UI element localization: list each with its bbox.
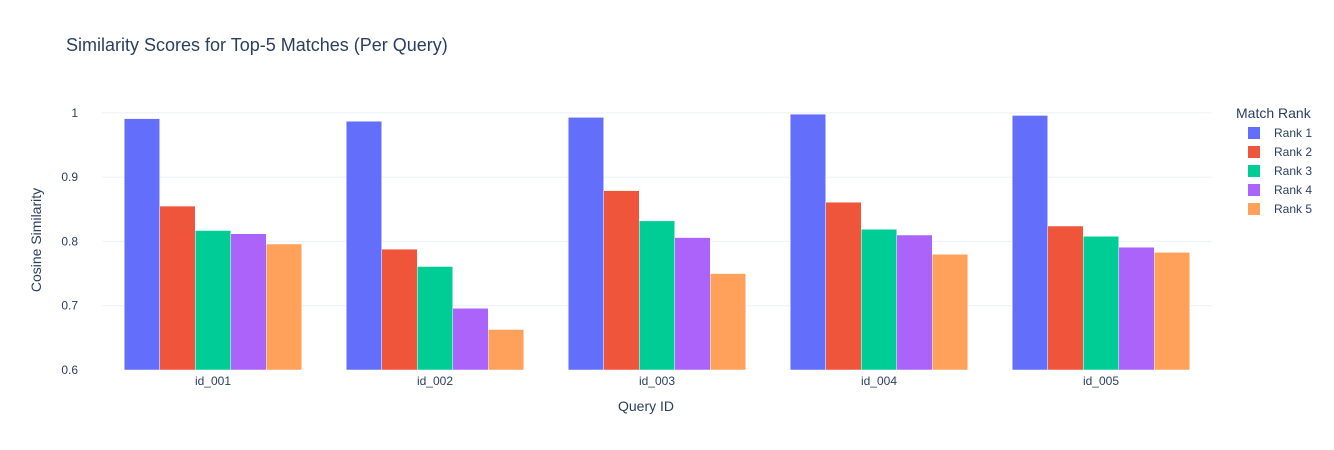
legend-label: Rank 5: [1274, 202, 1312, 216]
bar-id_004-rank-1[interactable]: [789, 113, 826, 371]
bar-id_003-rank-4[interactable]: [674, 237, 711, 371]
bar-id_003-rank-5[interactable]: [710, 273, 747, 371]
legend-item-rank-2[interactable]: Rank 2: [1248, 145, 1312, 159]
bar-id_002-rank-5[interactable]: [488, 329, 525, 371]
x-axis-title: Query ID: [618, 398, 674, 414]
x-tick-label: id_004: [861, 374, 897, 388]
legend-label: Rank 4: [1274, 183, 1312, 197]
bar-id_004-rank-4[interactable]: [896, 234, 933, 371]
bar-id_001-rank-4[interactable]: [230, 233, 267, 371]
bar-id_005-rank-3[interactable]: [1082, 236, 1120, 371]
y-tick-label: 0.7: [61, 299, 78, 313]
x-tick-label: id_003: [639, 374, 675, 388]
bar-id_002-rank-1[interactable]: [345, 120, 382, 371]
bar-id_004-rank-5[interactable]: [932, 254, 969, 371]
y-tick-label: 0.6: [61, 363, 78, 377]
x-tick-label: id_002: [417, 374, 453, 388]
y-tick-label: 1: [71, 106, 78, 120]
y-tick-label: 0.8: [61, 234, 78, 248]
legend-item-rank-1[interactable]: Rank 1: [1248, 126, 1312, 140]
legend-swatch: [1248, 165, 1260, 177]
bar-id_005-rank-4[interactable]: [1118, 246, 1155, 371]
x-axis-ticks: id_001 id_002 id_003 id_004 id_005: [195, 374, 1119, 388]
x-tick-label: id_005: [1083, 374, 1119, 388]
bar-id_005-rank-2[interactable]: [1047, 225, 1084, 371]
legend-swatch: [1248, 127, 1260, 139]
legend-swatch: [1248, 146, 1260, 158]
y-axis-title: Cosine Similarity: [28, 188, 44, 292]
legend-label: Rank 2: [1274, 145, 1312, 159]
legend-swatch: [1248, 184, 1260, 196]
bar-id_004-rank-3[interactable]: [860, 228, 898, 371]
bar-id_003-rank-2[interactable]: [603, 190, 640, 371]
legend-title: Match Rank: [1236, 105, 1312, 121]
legend-swatch: [1248, 203, 1260, 215]
legend-label: Rank 1: [1274, 126, 1312, 140]
bar-id_003-rank-1[interactable]: [567, 117, 604, 371]
bar-id_002-rank-4[interactable]: [452, 308, 489, 371]
y-tick-label: 0.9: [61, 170, 78, 184]
bar-id_002-rank-3[interactable]: [416, 266, 454, 371]
bars: [123, 113, 1191, 371]
x-tick-label: id_001: [195, 374, 231, 388]
y-axis-ticks: 0.6 0.7 0.8 0.9 1: [61, 106, 78, 377]
legend-items: Rank 1 Rank 2 Rank 3 Rank 4 Rank 5: [1248, 126, 1312, 216]
legend-item-rank-4[interactable]: Rank 4: [1248, 183, 1312, 197]
bar-id_001-rank-3[interactable]: [194, 230, 232, 371]
bar-id_005-rank-5[interactable]: [1154, 252, 1191, 371]
chart-title: Similarity Scores for Top-5 Matches (Per…: [66, 35, 448, 55]
bar-id_002-rank-2[interactable]: [381, 248, 418, 371]
legend-label: Rank 3: [1274, 164, 1312, 178]
bar-id_004-rank-2[interactable]: [825, 201, 862, 371]
bar-id_001-rank-5[interactable]: [266, 243, 303, 371]
bar-id_005-rank-1[interactable]: [1011, 115, 1048, 371]
bar-id_001-rank-2[interactable]: [159, 205, 196, 371]
bar-id_001-rank-1[interactable]: [123, 118, 160, 371]
legend-item-rank-3[interactable]: Rank 3: [1248, 164, 1312, 178]
bar-id_003-rank-3[interactable]: [638, 220, 676, 371]
legend-item-rank-5[interactable]: Rank 5: [1248, 202, 1312, 216]
